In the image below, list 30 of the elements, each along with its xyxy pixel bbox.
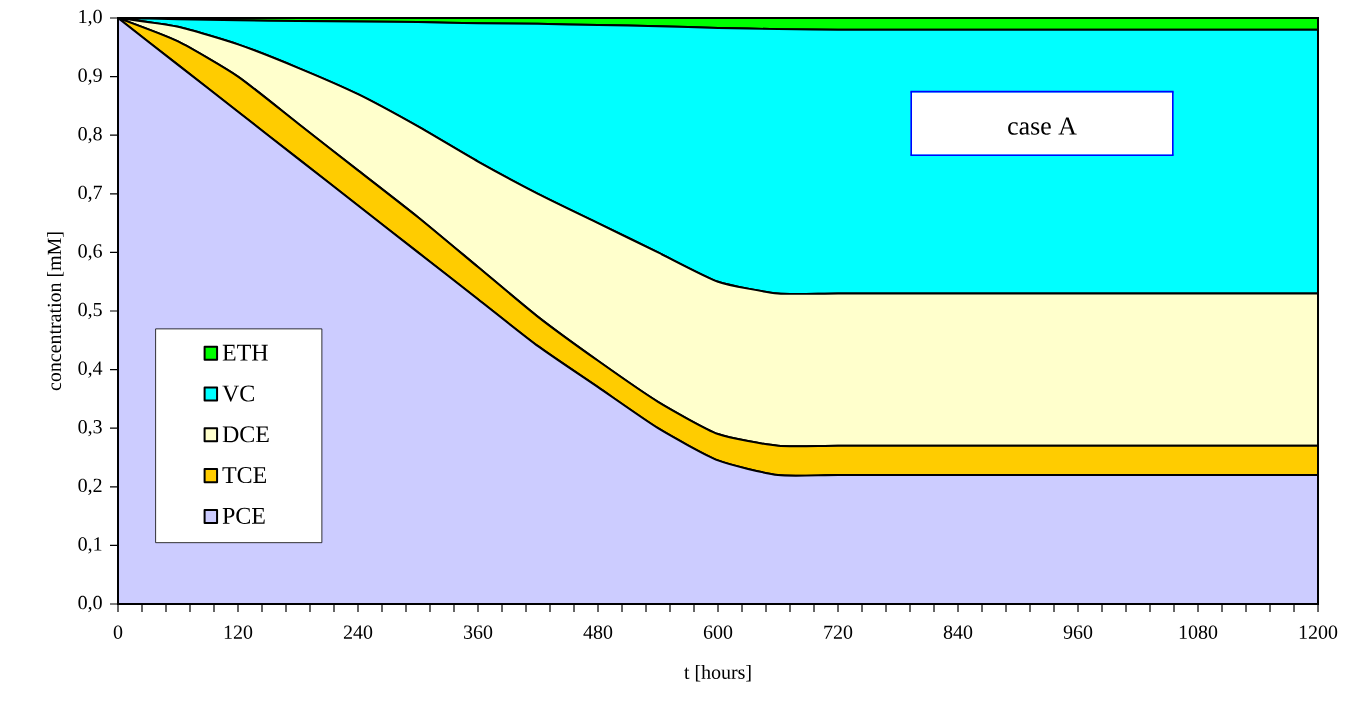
y-tick-label: 1,0 xyxy=(79,9,102,27)
x-tick-label: 960 xyxy=(1063,625,1093,639)
x-tick-label: 240 xyxy=(343,625,373,639)
y-tick-label: 0,5 xyxy=(78,302,102,320)
y-tick-label: 0,2 xyxy=(78,478,102,495)
x-tick-label: 1200 xyxy=(1299,625,1338,639)
y-tick-label: 0,8 xyxy=(78,127,102,144)
legend-label: TCE xyxy=(222,467,267,484)
y-tick-label: 0,7 xyxy=(78,185,103,202)
y-tick-label: 0,1 xyxy=(78,537,102,554)
y-tick-label: 0,9 xyxy=(78,68,102,85)
y-tick-label: 0,0 xyxy=(78,595,102,613)
y-axis-title: concentration [mM] xyxy=(47,232,64,391)
x-tick-label: 600 xyxy=(703,625,733,639)
legend-label: ETH xyxy=(222,344,268,361)
x-tick-label: 360 xyxy=(464,625,493,639)
x-axis-title: t [hours] xyxy=(684,664,751,682)
legend-label: VC xyxy=(222,385,254,402)
legend-label: PCE xyxy=(222,507,265,524)
x-tick-label: 120 xyxy=(224,625,253,639)
annotation: case A xyxy=(1008,117,1077,135)
x-tick-label: 1080 xyxy=(1179,625,1218,639)
legend-label: DCE xyxy=(222,426,269,443)
y-tick-label: 0,4 xyxy=(78,361,103,378)
x-tick-label: 720 xyxy=(824,625,853,639)
x-tick-label: 0 xyxy=(113,625,123,639)
y-tick-label: 0,6 xyxy=(78,244,102,261)
y-tick-label: 0,3 xyxy=(78,420,102,437)
x-tick-label: 480 xyxy=(583,625,613,639)
x-tick-label: 840 xyxy=(943,625,973,639)
